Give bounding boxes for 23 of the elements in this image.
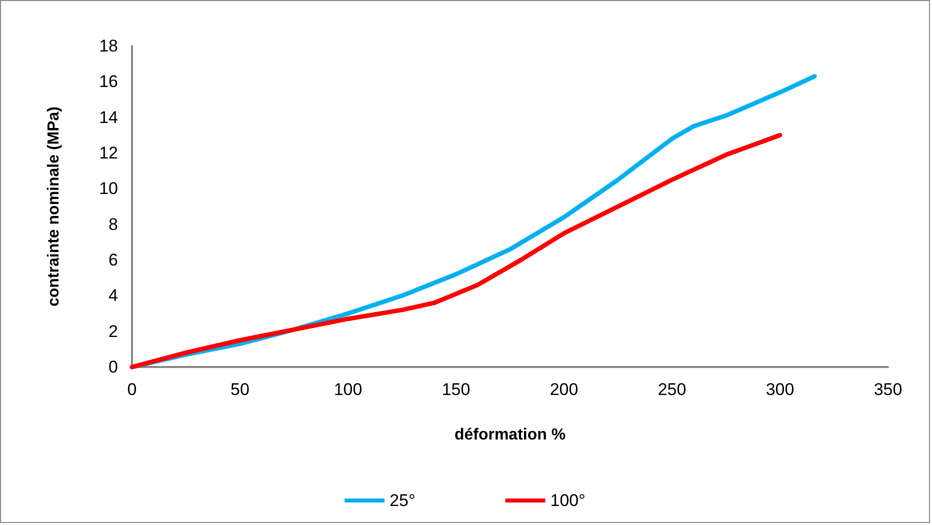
x-tick-label: 50 — [230, 380, 250, 399]
line-series — [130, 132, 782, 370]
y-tick-label: 8 — [108, 214, 118, 234]
legend-label: 25° — [390, 491, 416, 510]
y-tick-label: 16 — [99, 72, 118, 92]
x-axis-title: déformation % — [454, 426, 566, 444]
x-tick-label: 150 — [442, 380, 470, 399]
x-tick-label: 350 — [874, 380, 902, 399]
x-tick-label: 100 — [334, 380, 362, 399]
y-tick-label: 10 — [99, 179, 118, 198]
x-tick-label: 250 — [658, 380, 686, 399]
y-tick-label: 2 — [108, 322, 118, 341]
y-tick-label: 18 — [99, 36, 118, 56]
y-tick-label: 12 — [99, 144, 118, 162]
y-tick-label: 6 — [108, 250, 118, 270]
y-tick-label: 0 — [108, 358, 118, 376]
x-tick-label: 0 — [127, 380, 137, 399]
legend-label: 100° — [550, 491, 586, 510]
x-tick-label: 200 — [550, 380, 578, 399]
y-axis-title: contrainte nominale (MPa) — [46, 106, 62, 307]
y-tick-label: 14 — [99, 108, 118, 127]
y-tick-label: 4 — [108, 286, 118, 306]
x-tick-label: 300 — [766, 380, 794, 399]
